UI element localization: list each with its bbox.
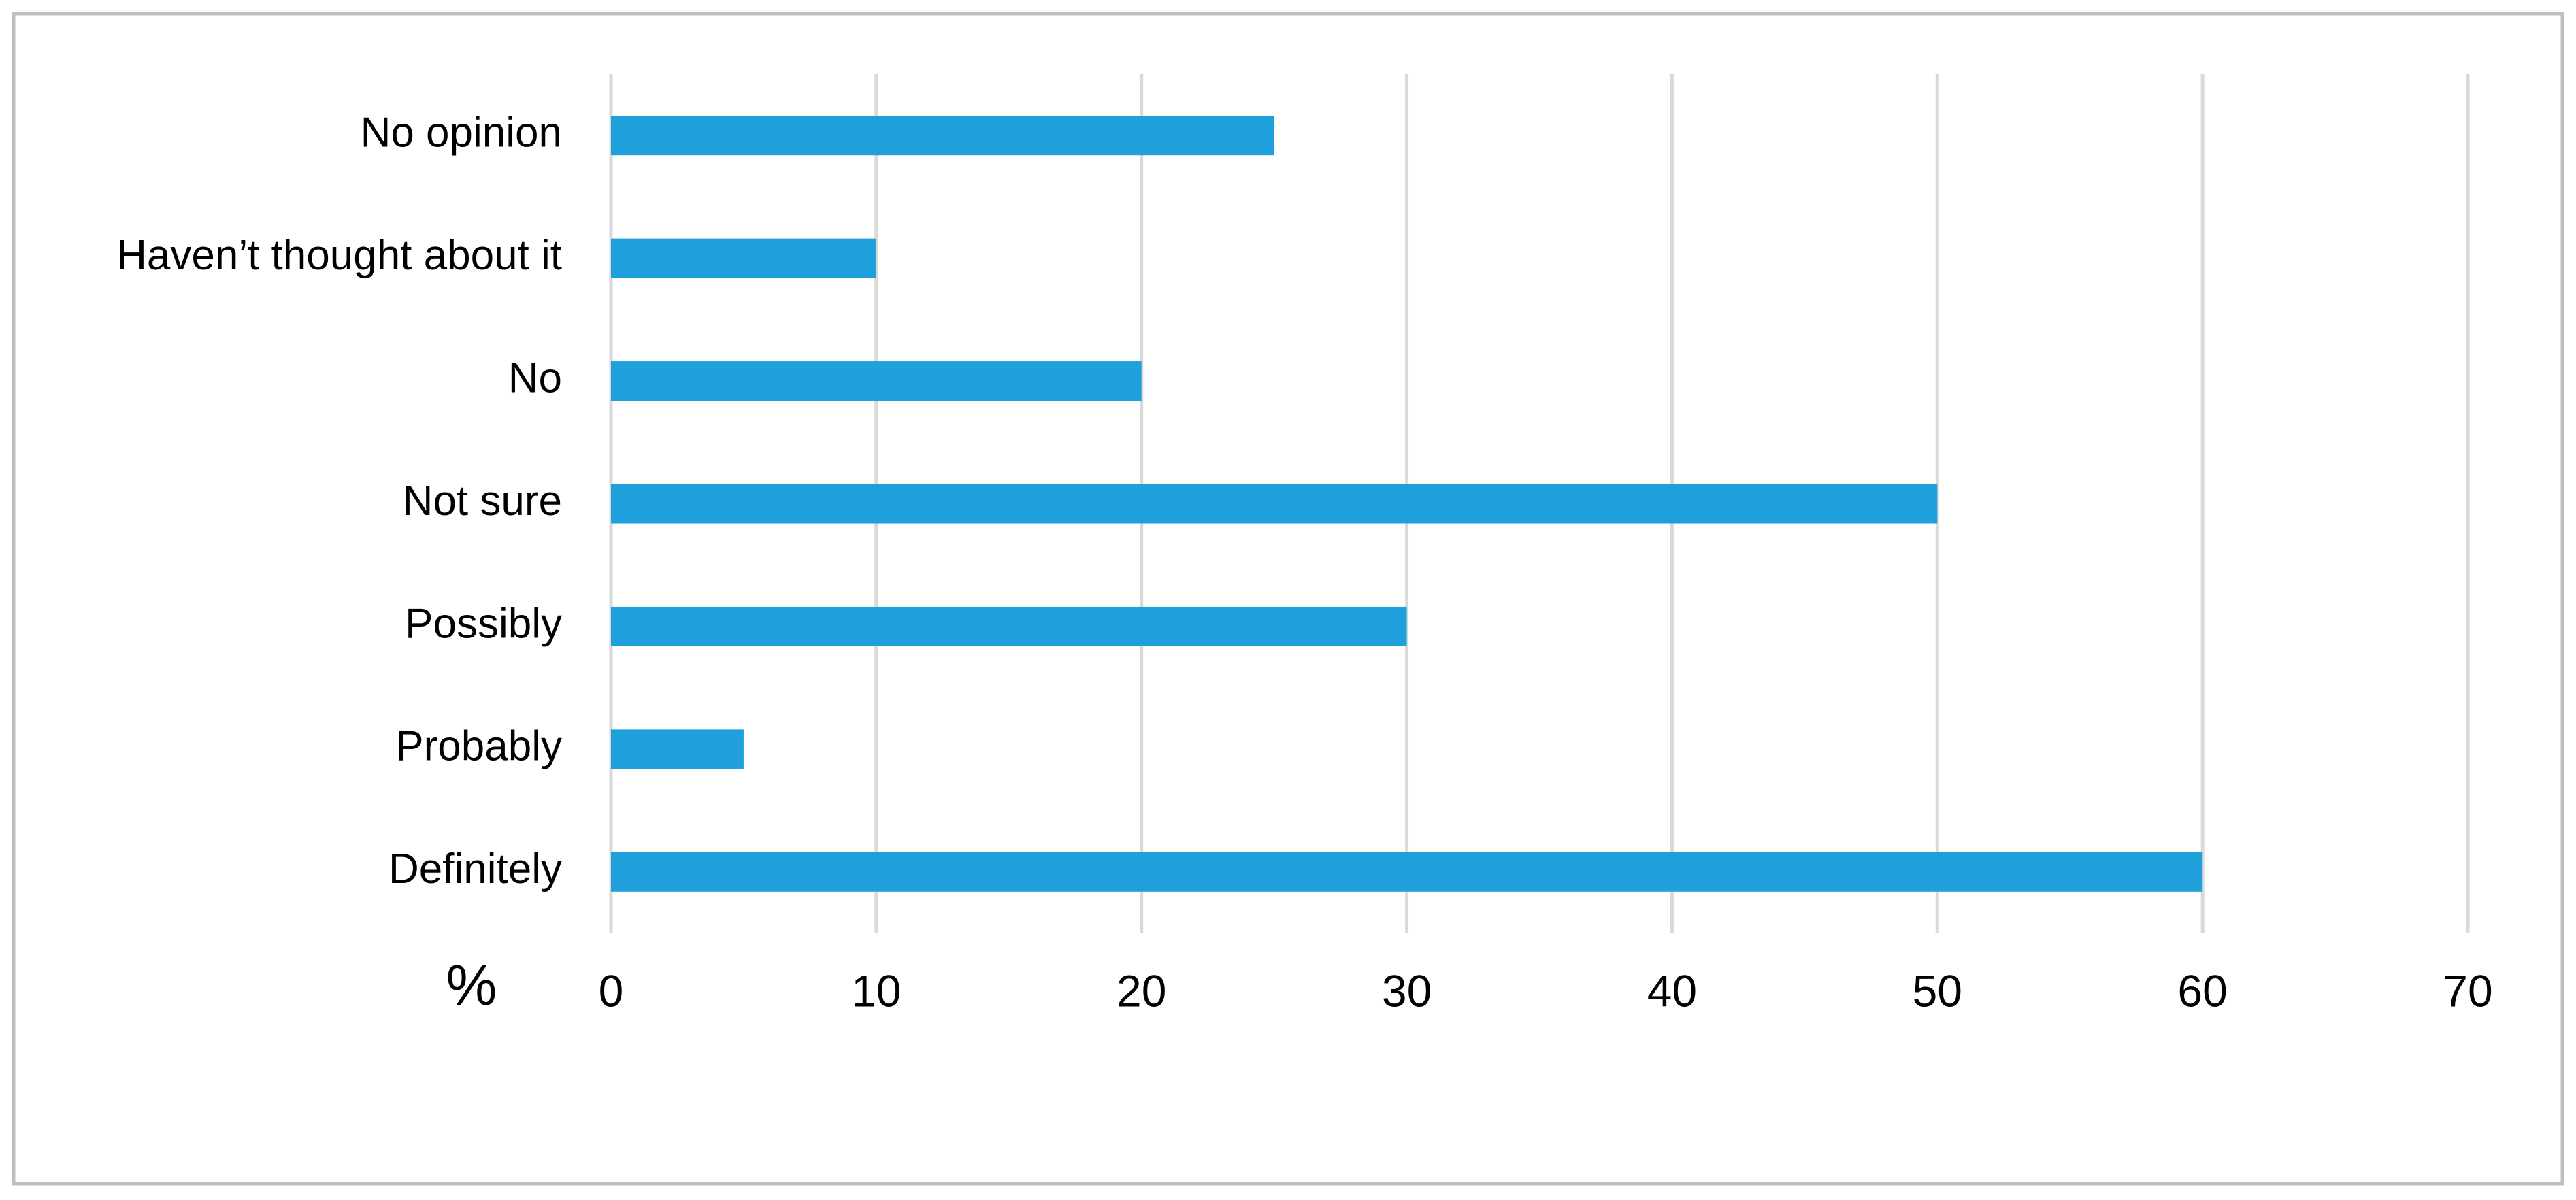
y-tick-label: Haven’t thought about it [116,232,562,279]
x-tick-label: 30 [1382,965,1432,1016]
x-tick-label: 50 [1913,965,1962,1016]
bar [611,238,876,278]
y-tick-label: Definitely [389,846,562,893]
bar [611,606,1407,646]
x-tick-label: 60 [2177,965,2227,1016]
bar [611,116,1274,156]
x-tick-label: 0 [599,965,624,1016]
y-tick-label: Not sure [403,478,562,524]
x-tick-label: 10 [851,965,901,1016]
y-tick-label: No opinion [361,110,562,156]
bar [611,361,1142,401]
y-tick-label: No [508,354,562,401]
y-tick-label: Possibly [405,600,562,647]
chart-border [12,12,2564,1186]
x-tick-label: 40 [1647,965,1697,1016]
x-tick-label: 20 [1117,965,1166,1016]
bar [611,484,1938,524]
bar [611,852,2203,892]
y-tick-label: Probably [395,723,562,770]
x-axis-label: % [446,953,497,1017]
x-tick-label: 70 [2443,965,2492,1016]
bar [611,729,744,769]
